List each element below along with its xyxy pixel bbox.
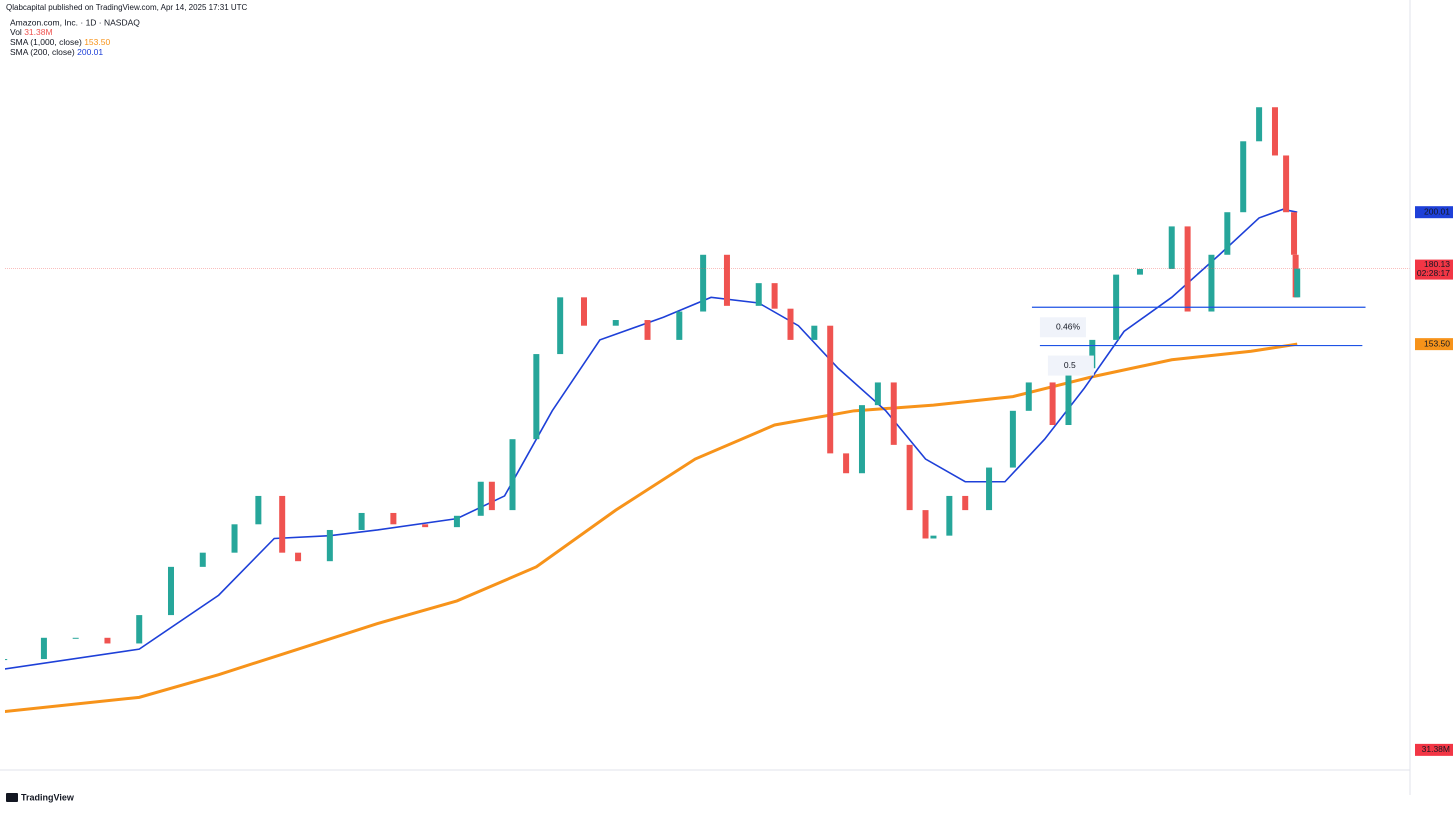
legend-value: 200.01 — [77, 47, 103, 57]
last-price-label: 180.13 — [1424, 259, 1450, 269]
candle — [1256, 107, 1263, 142]
candle — [358, 512, 365, 530]
candle — [533, 354, 540, 440]
legend-name: Vol — [10, 27, 22, 37]
candle — [771, 283, 778, 309]
candle — [1009, 410, 1016, 468]
legend-name: SMA (200, close) — [10, 47, 75, 57]
candle — [1065, 368, 1072, 426]
candle — [1240, 141, 1247, 213]
sma-value-box — [1415, 206, 1453, 219]
candle — [811, 325, 818, 340]
candle — [930, 535, 937, 539]
candle — [962, 495, 969, 511]
candle — [922, 510, 929, 539]
candle — [199, 552, 206, 567]
brand-logo — [6, 793, 18, 802]
candle — [279, 495, 286, 553]
candle — [1271, 107, 1278, 156]
sma-value-label: 153.50 — [1424, 338, 1450, 348]
candle — [295, 552, 302, 562]
candle — [422, 524, 429, 528]
candle — [488, 481, 495, 511]
candle — [787, 308, 794, 340]
candle — [453, 515, 460, 528]
volume-value-box — [1415, 743, 1453, 756]
measure-label: 0.5 — [1064, 360, 1076, 370]
sma-line — [5, 208, 1298, 670]
candle — [1025, 382, 1032, 411]
candle — [104, 637, 111, 644]
candle — [906, 444, 913, 511]
candle — [580, 297, 587, 326]
publisher: Qlabcapital published on TradingView.com… — [6, 3, 248, 12]
candle — [1136, 268, 1143, 275]
candle — [557, 297, 564, 355]
candle — [1291, 212, 1298, 255]
candle — [136, 615, 143, 644]
candle — [1208, 254, 1215, 312]
sma-value-box — [1415, 338, 1453, 351]
candle — [946, 495, 953, 536]
candle — [700, 254, 707, 312]
candle — [255, 495, 262, 525]
candle — [167, 566, 174, 616]
candle — [326, 529, 333, 562]
candle — [676, 311, 683, 340]
candle — [827, 325, 834, 454]
legend-vol: Vol 31.38M — [10, 27, 53, 37]
candle — [843, 453, 850, 474]
candle — [755, 283, 762, 306]
candle — [890, 382, 897, 445]
sma-line — [5, 342, 1298, 713]
legend-sma: SMA (1,000, close) 153.50 — [10, 37, 110, 47]
legend-name: SMA (1,000, close) — [10, 37, 82, 47]
symbol-title: Amazon.com, Inc. · 1D · NASDAQ — [10, 17, 140, 27]
candle — [723, 254, 730, 306]
candle — [477, 481, 484, 516]
candle — [1294, 268, 1301, 298]
candle — [72, 637, 79, 639]
candle — [231, 524, 238, 553]
candle — [1049, 382, 1056, 426]
measure-label: 0.46% — [1056, 322, 1081, 332]
last-price-box — [1415, 259, 1453, 280]
candle — [986, 467, 993, 511]
candle — [874, 382, 881, 406]
candle — [1168, 226, 1175, 269]
candle — [40, 637, 47, 660]
legend-value: 31.38M — [24, 27, 52, 37]
candle — [509, 439, 516, 511]
candle — [858, 405, 865, 474]
candle — [1283, 155, 1290, 213]
brand: TradingView — [21, 792, 75, 802]
countdown: 02:28:17 — [1417, 268, 1450, 278]
candle — [5, 659, 8, 661]
legend-sma: SMA (200, close) 200.01 — [10, 47, 103, 57]
candle — [1089, 339, 1096, 369]
measure-box — [1039, 317, 1086, 338]
volume-value-label: 31.38M — [1422, 744, 1450, 754]
candle — [390, 512, 397, 525]
legend-value: 153.50 — [84, 37, 110, 47]
candle — [1224, 212, 1231, 255]
candle — [612, 320, 619, 326]
candle — [1184, 226, 1191, 312]
sma-value-label: 200.01 — [1424, 206, 1450, 216]
measure-box — [1047, 355, 1094, 376]
candle — [644, 320, 651, 340]
